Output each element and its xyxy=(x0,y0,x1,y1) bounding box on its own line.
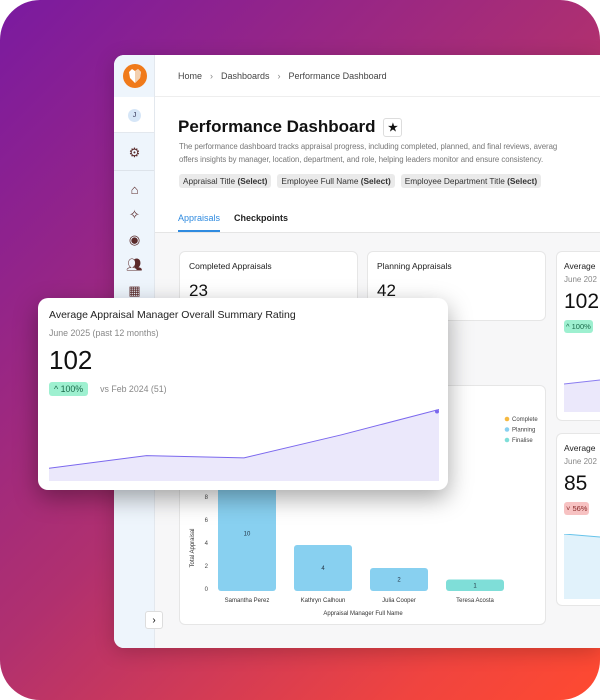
filter-employee-name[interactable]: Employee Full Name (Select) xyxy=(277,174,395,188)
chevron-right-icon: › xyxy=(210,70,214,81)
bar xyxy=(218,476,276,591)
card-title: Planning Appraisals xyxy=(377,261,452,271)
page-title: Performance Dashboard xyxy=(178,117,376,136)
card-title: Completed Appraisals xyxy=(189,261,272,271)
collapse-sidebar-button[interactable]: › xyxy=(145,611,163,629)
filter-label: Appraisal Title xyxy=(183,176,236,186)
bar xyxy=(446,579,504,591)
user-circle-icon[interactable]: ◉ xyxy=(128,232,141,247)
sparkline xyxy=(564,379,600,412)
card-subtitle: June 202 xyxy=(564,457,597,466)
avatar[interactable]: J xyxy=(114,109,155,122)
filter-value: (Select) xyxy=(507,176,538,186)
tab-checkpoints[interactable]: Checkpoints xyxy=(234,213,289,223)
x-tick-label: Kathryn Calhoun xyxy=(301,598,346,604)
home-icon[interactable]: ⌂ xyxy=(130,182,139,197)
filter-label: Employee Department Title xyxy=(404,176,505,186)
bar-value-label: 1 xyxy=(473,583,477,589)
favorite-star-icon[interactable]: ★ xyxy=(383,117,403,137)
card-value: 102 xyxy=(49,345,93,375)
legend-marker xyxy=(504,427,510,432)
legend-label: Finalise xyxy=(512,438,533,444)
y-axis-label: Total Appraisal xyxy=(190,528,196,567)
card-value: 102 xyxy=(564,290,600,313)
filter-appraisal-title[interactable]: Appraisal Title (Select) xyxy=(179,174,272,188)
trend-sparkline xyxy=(49,409,439,481)
card-value: 42 xyxy=(377,281,396,300)
card-value: 85 xyxy=(564,472,588,495)
card-subtitle: June 202 xyxy=(564,275,597,284)
breadcrumb: Home › Dashboards › Performance Dashboard xyxy=(155,55,600,97)
settings-icon[interactable]: ⚙ xyxy=(128,145,141,160)
breadcrumb-home[interactable]: Home xyxy=(178,70,203,81)
calendar-check-icon[interactable]: ▦ xyxy=(128,283,141,298)
y-tick-label: 6 xyxy=(205,518,209,524)
breadcrumb-dashboards[interactable]: Dashboards xyxy=(221,70,270,81)
tab-appraisals[interactable]: Appraisals xyxy=(178,205,221,232)
average-rating-card: Average June 202 102 ^ 100% xyxy=(556,251,600,421)
page-description: The performance dashboard tracks apprais… xyxy=(179,140,600,166)
card-value: 23 xyxy=(189,281,208,300)
card-title: Average xyxy=(564,261,596,271)
users-icon[interactable]: 👥︎ xyxy=(126,257,143,272)
filter-department[interactable]: Employee Department Title (Select) xyxy=(400,174,542,188)
y-tick-label: 4 xyxy=(205,541,209,547)
bar xyxy=(294,545,352,591)
planning-appraisals-card: Planning Appraisals 42 xyxy=(367,251,546,321)
logo-icon[interactable] xyxy=(114,63,155,89)
y-tick-label: 0 xyxy=(205,587,209,593)
y-tick-label: 8 xyxy=(205,495,209,501)
description-line: offers insights by manager, location, de… xyxy=(179,155,544,164)
card-title: Average xyxy=(564,443,596,453)
change-badge: ^ 100% xyxy=(564,320,593,333)
legend-label: Complete xyxy=(512,417,538,423)
x-axis-label: Appraisal Manager Full Name xyxy=(323,611,403,617)
change-badge: ^ 100% xyxy=(49,382,89,396)
breadcrumb-current: Performance Dashboard xyxy=(288,70,387,81)
bar xyxy=(370,568,428,591)
bar-value-label: 4 xyxy=(321,566,325,572)
card-subtitle: June 2025 (past 12 months) xyxy=(49,328,159,338)
sparkline-area xyxy=(49,409,439,481)
filter-value: (Select) xyxy=(360,176,391,186)
sparkline-line xyxy=(49,409,439,469)
legend-label: Planning xyxy=(512,428,535,434)
description-line: The performance dashboard tracks apprais… xyxy=(179,142,558,151)
bar-value-label: 2 xyxy=(397,578,401,584)
sparkle-icon[interactable]: ✧ xyxy=(129,207,140,222)
chevron-right-icon: › xyxy=(277,70,281,81)
x-tick-label: Julia Cooper xyxy=(382,598,416,604)
change-badge: ˅ 56% xyxy=(564,502,590,515)
legend-marker xyxy=(504,416,510,422)
avatar-initial: J xyxy=(128,109,141,122)
legend-marker xyxy=(504,437,510,443)
x-tick-label: Samantha Perez xyxy=(225,598,270,604)
sparkline xyxy=(564,534,600,599)
bar-value-label: 10 xyxy=(244,532,251,538)
appraisal-bar-chart: 0 2 4 6 8 Total Appraisal 10 Samantha Perez 4 Kat… xyxy=(190,416,538,617)
filter-value: (Select) xyxy=(237,176,268,186)
card-title: Average Appraisal Manager Overall Summar… xyxy=(49,309,296,321)
floating-rating-card: Average Appraisal Manager Overall Summar… xyxy=(38,298,448,490)
filter-label: Employee Full Name xyxy=(281,176,359,186)
y-tick-label: 2 xyxy=(205,564,209,570)
x-tick-label: Teresa Acosta xyxy=(456,598,494,604)
comparison-text: vs Feb 2024 (51) xyxy=(100,384,167,394)
average-rating-card-2: Average June 202 85 ˅ 56% xyxy=(556,433,600,606)
sparkline-end-point xyxy=(435,409,439,414)
